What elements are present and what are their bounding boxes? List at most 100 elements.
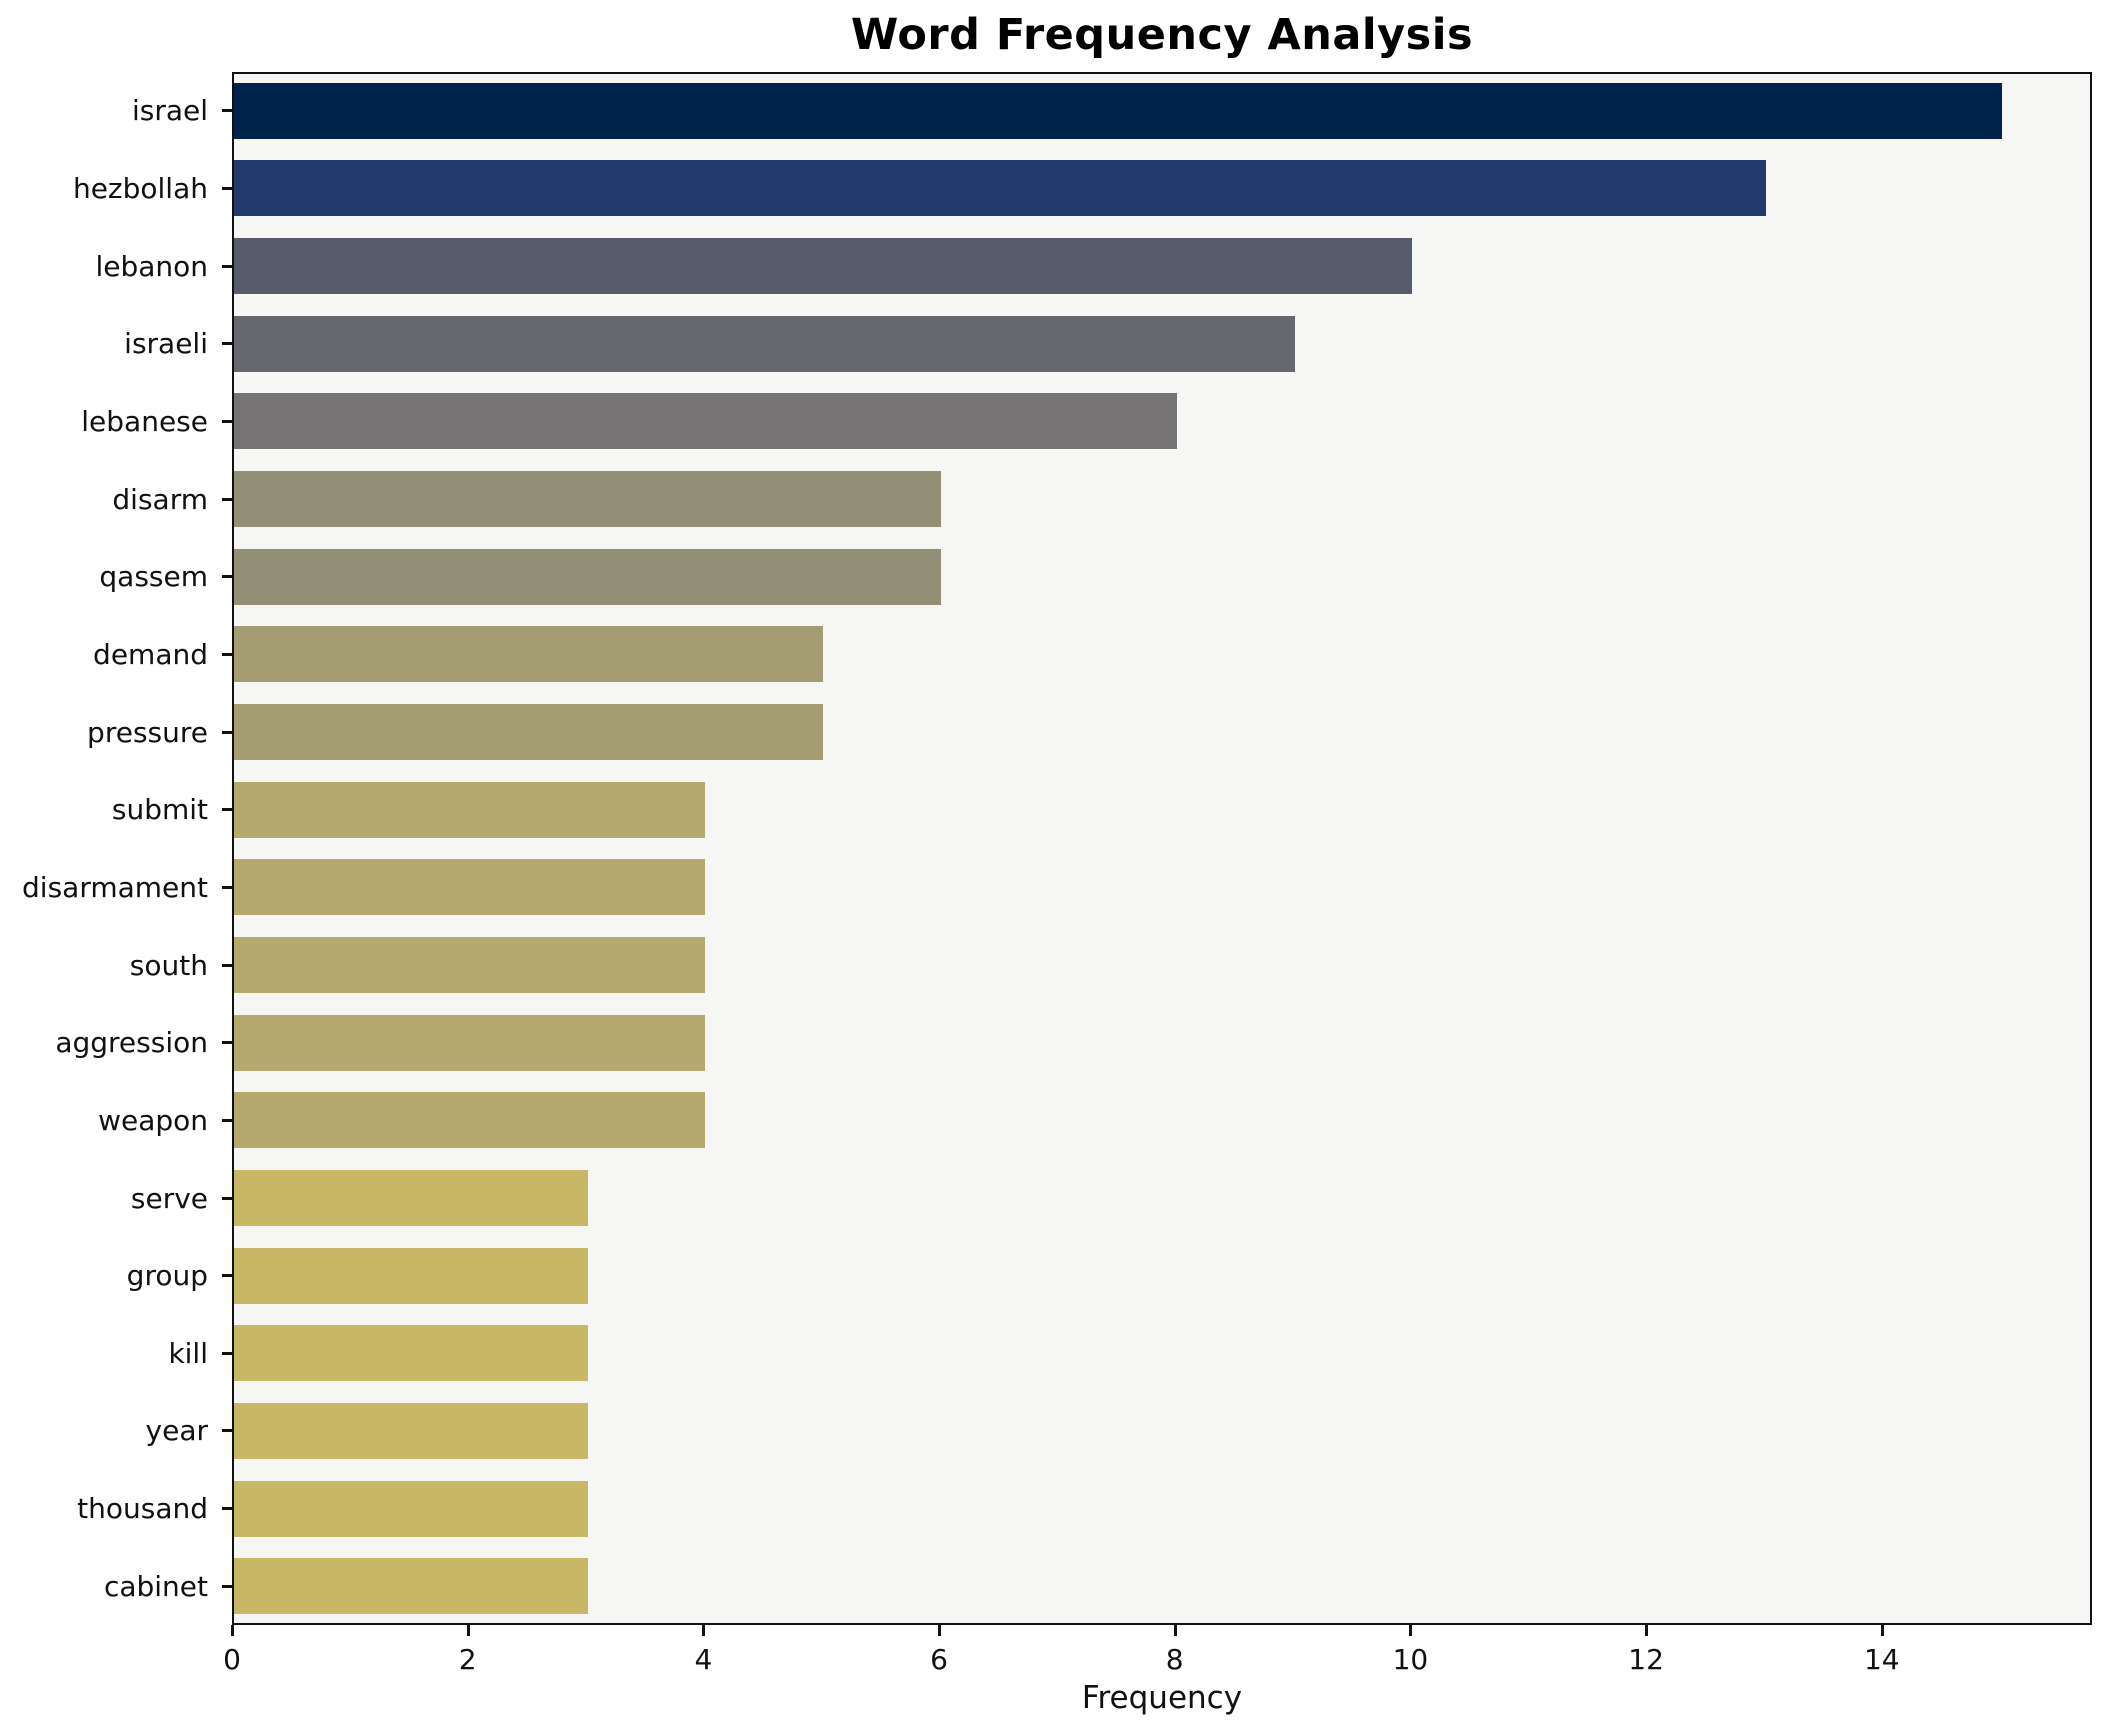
bar-qassem bbox=[234, 548, 942, 605]
y-tick-mark bbox=[222, 342, 232, 346]
bar-row: disarm bbox=[0, 460, 2112, 538]
y-tick-label: demand bbox=[93, 637, 208, 671]
bar-row: submit bbox=[0, 771, 2112, 849]
bar-thousand bbox=[234, 1480, 588, 1537]
bar-pressure bbox=[234, 704, 824, 761]
bar-row: pressure bbox=[0, 693, 2112, 771]
y-tick-label: thousand bbox=[77, 1492, 208, 1526]
x-tick-mark bbox=[1409, 1625, 1413, 1636]
y-tick-mark bbox=[222, 419, 232, 423]
y-tick-label: weapon bbox=[98, 1103, 208, 1137]
y-tick-mark bbox=[222, 1041, 232, 1045]
x-tick-label: 14 bbox=[1863, 1643, 1900, 1676]
bar-kill bbox=[234, 1325, 588, 1382]
y-tick-mark bbox=[222, 109, 232, 113]
y-tick-mark bbox=[222, 808, 232, 812]
y-tick-mark bbox=[222, 575, 232, 579]
bar-south bbox=[234, 937, 706, 994]
bar-demand bbox=[234, 626, 824, 683]
y-tick-label: pressure bbox=[87, 715, 208, 749]
y-tick-label: aggression bbox=[55, 1026, 208, 1060]
x-tick-label: 12 bbox=[1628, 1643, 1664, 1676]
y-tick-mark bbox=[222, 885, 232, 889]
bar-israel bbox=[234, 82, 2002, 139]
x-tick-label: 0 bbox=[223, 1643, 241, 1676]
y-tick-mark bbox=[222, 1351, 232, 1355]
bar-rows: israel hezbollah lebanon israeli lebanese dis… bbox=[0, 72, 2112, 1625]
bar-row: kill bbox=[0, 1315, 2112, 1393]
bar-lebanese bbox=[234, 393, 1177, 450]
y-tick-mark bbox=[222, 1507, 232, 1511]
y-tick-mark bbox=[222, 1584, 232, 1588]
x-tick-mark bbox=[466, 1625, 470, 1636]
bar-row: lebanese bbox=[0, 383, 2112, 461]
bar-row: cabinet bbox=[0, 1547, 2112, 1625]
y-tick-mark bbox=[222, 1429, 232, 1433]
bar-row: aggression bbox=[0, 1004, 2112, 1082]
x-tick-label: 4 bbox=[694, 1643, 713, 1676]
y-tick-label: cabinet bbox=[103, 1569, 208, 1603]
bar-cabinet bbox=[234, 1558, 588, 1615]
x-tick-label: 8 bbox=[1165, 1643, 1184, 1676]
y-tick-label: disarm bbox=[112, 482, 208, 516]
x-axis: 0 2 4 6 8 10 12 14 bbox=[0, 1625, 2112, 1722]
bar-row: thousand bbox=[0, 1470, 2112, 1548]
bar-disarmament bbox=[234, 859, 706, 916]
x-tick-mark bbox=[938, 1625, 942, 1636]
y-tick-label: serve bbox=[130, 1181, 208, 1215]
x-tick-mark bbox=[1645, 1625, 1649, 1636]
y-tick-label: israeli bbox=[124, 327, 208, 361]
y-tick-label: kill bbox=[168, 1336, 208, 1370]
x-tick-mark bbox=[702, 1625, 706, 1636]
y-tick-mark bbox=[222, 264, 232, 268]
y-tick-mark bbox=[222, 1196, 232, 1200]
y-tick-label: hezbollah bbox=[72, 171, 208, 205]
x-tick-label: 10 bbox=[1392, 1643, 1429, 1676]
x-tick-mark bbox=[1173, 1625, 1177, 1636]
bar-year bbox=[234, 1402, 588, 1459]
y-tick-mark bbox=[222, 963, 232, 967]
y-tick-label: disarmament bbox=[22, 870, 208, 904]
x-tick-mark bbox=[231, 1625, 234, 1636]
bar-hezbollah bbox=[234, 160, 1766, 217]
y-tick-label: israel bbox=[131, 94, 208, 128]
y-tick-mark bbox=[222, 730, 232, 734]
y-tick-label: south bbox=[129, 948, 208, 982]
bar-row: serve bbox=[0, 1159, 2112, 1237]
bar-row: disarmament bbox=[0, 849, 2112, 927]
y-tick-label: year bbox=[145, 1414, 208, 1448]
y-tick-mark bbox=[222, 1274, 232, 1278]
bar-row: demand bbox=[0, 616, 2112, 694]
bar-israeli bbox=[234, 315, 1295, 372]
y-tick-label: submit bbox=[111, 793, 208, 827]
bar-row: israel bbox=[0, 72, 2112, 150]
bar-row: lebanon bbox=[0, 227, 2112, 305]
bar-row: qassem bbox=[0, 538, 2112, 616]
y-tick-mark bbox=[222, 1118, 232, 1122]
x-tick-label: 2 bbox=[458, 1643, 477, 1676]
y-tick-label: group bbox=[126, 1259, 208, 1293]
x-tick-mark bbox=[1880, 1625, 1884, 1636]
y-tick-label: lebanese bbox=[81, 404, 208, 438]
bar-row: year bbox=[0, 1392, 2112, 1470]
y-tick-label: qassem bbox=[99, 560, 208, 594]
bar-row: israeli bbox=[0, 305, 2112, 383]
x-tick-label: 6 bbox=[930, 1643, 948, 1676]
y-tick-mark bbox=[222, 497, 232, 501]
y-tick-mark bbox=[222, 652, 232, 656]
bar-row: hezbollah bbox=[0, 150, 2112, 228]
y-tick-label: lebanon bbox=[95, 249, 208, 283]
bar-row: group bbox=[0, 1237, 2112, 1315]
bar-disarm bbox=[234, 471, 942, 528]
chart-title: Word Frequency Analysis bbox=[850, 10, 1474, 60]
bar-aggression bbox=[234, 1014, 706, 1071]
bar-row: south bbox=[0, 926, 2112, 1004]
bar-serve bbox=[234, 1170, 588, 1227]
bar-submit bbox=[234, 781, 706, 838]
bar-row: weapon bbox=[0, 1082, 2112, 1160]
bar-group bbox=[234, 1247, 588, 1304]
y-tick-mark bbox=[222, 186, 232, 190]
bar-lebanon bbox=[234, 238, 1413, 295]
x-axis-title: Frequency bbox=[1081, 1680, 1243, 1716]
